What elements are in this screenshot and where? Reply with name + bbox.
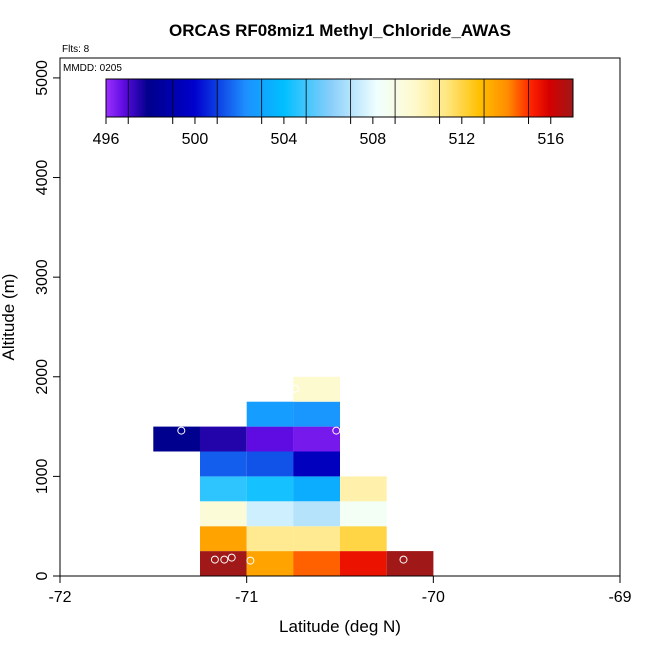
heatmap-cell [246, 451, 294, 477]
heatmap-cell [200, 451, 247, 477]
heatmap-cell [340, 526, 387, 552]
heatmap-cell [200, 551, 247, 576]
x-tick-label: -71 [235, 589, 258, 606]
sample-point [177, 426, 186, 435]
heatmap-cell [246, 551, 294, 576]
heatmap-cell [200, 526, 247, 552]
sample-point [220, 555, 229, 564]
colorbar-tick-label: 504 [271, 131, 298, 148]
colorbar-tick-label: 500 [182, 131, 209, 148]
sample-point [332, 426, 341, 435]
y-tick-label: 5000 [34, 60, 51, 96]
x-axis-label: Latitude (deg N) [279, 617, 401, 636]
y-axis: 0 1000 2000 3000 4000 5000 [34, 60, 60, 580]
x-axis: -72 -71 -70 -69 [48, 576, 632, 606]
heatmap-cell [340, 551, 387, 576]
heatmap-cell [246, 426, 294, 452]
mmdd-label: MMDD: 0205 [63, 63, 122, 74]
heatmap-cell [293, 401, 340, 427]
colorbar-tick-label: 508 [360, 131, 387, 148]
heatmap-cell [293, 476, 340, 502]
y-axis-label: Altitude (m) [0, 274, 18, 361]
plot-frame [59, 57, 621, 577]
heatmap-cell [200, 501, 247, 527]
heatmap-cell [293, 501, 340, 527]
colorbar-frame [105, 78, 574, 118]
heatmap-cell [153, 426, 200, 452]
heatmap-cell [293, 551, 340, 576]
heatmap-cell [200, 426, 247, 452]
chart-title: ORCAS RF08miz1 Methyl_Chloride_AWAS [169, 21, 511, 40]
colorbar-tick-label: 512 [448, 131, 475, 148]
heatmap-cell [293, 426, 340, 452]
heatmap-cell [293, 451, 340, 477]
heatmap-cell [246, 501, 294, 527]
x-tick-label: -69 [608, 589, 631, 606]
heatmap-cell [340, 476, 387, 502]
colorbar-tick-label: 496 [93, 131, 120, 148]
heatmap-cell [246, 526, 294, 552]
flights-label: Flts: 8 [62, 44, 90, 55]
sample-point [210, 555, 219, 564]
heatmap-cells [153, 376, 434, 576]
colorbar: 496 500 504 508 512 516 [93, 78, 574, 148]
colorbar-tick-label: 516 [537, 131, 564, 148]
sample-point [291, 384, 300, 393]
heatmap-cell [246, 401, 294, 427]
y-tick-label: 3000 [34, 259, 51, 295]
sample-points [177, 384, 408, 565]
heatmap-cell [246, 476, 294, 502]
heatmap-cell [293, 526, 340, 552]
sample-point [246, 556, 255, 565]
heatmap-cell [293, 376, 340, 402]
y-tick-label: 1000 [34, 458, 51, 494]
heatmap-cell [200, 476, 247, 502]
x-tick-label: -70 [422, 589, 445, 606]
y-tick-label: 4000 [34, 160, 51, 196]
y-tick-label: 2000 [34, 359, 51, 395]
x-tick-label: -72 [48, 589, 71, 606]
sample-point [399, 555, 408, 564]
heatmap-cell [386, 551, 434, 576]
sample-point [227, 553, 236, 562]
colorbar-gradient [106, 79, 573, 117]
y-tick-label: 0 [34, 571, 51, 580]
heatmap-cell [340, 501, 387, 527]
